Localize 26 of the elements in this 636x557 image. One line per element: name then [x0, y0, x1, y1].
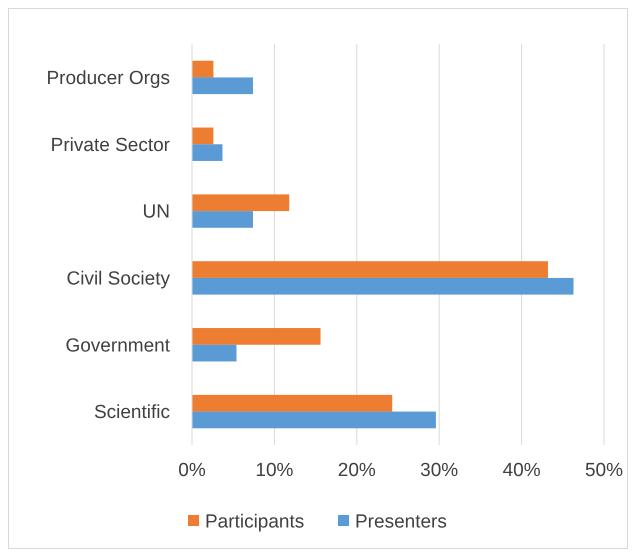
legend-label: Presenters [355, 512, 447, 533]
y-tick-label: Civil Society [66, 268, 170, 290]
bar [192, 394, 392, 412]
y-tick-label: Government [65, 335, 171, 356]
x-tick-label: 50% [584, 460, 624, 481]
y-tick-label: UN [142, 202, 170, 223]
bar [192, 344, 236, 362]
x-tick-label: 10% [255, 460, 294, 481]
bar [192, 60, 214, 78]
y-tick-label: Scientific [94, 402, 170, 424]
x-tick-label: 0% [178, 460, 206, 481]
bar [192, 328, 321, 345]
legend-label: Participants [205, 512, 304, 533]
x-tick-label: 40% [502, 460, 541, 481]
bar [192, 278, 574, 295]
bar [192, 144, 222, 161]
x-tick-label: 30% [420, 460, 458, 481]
bar [192, 211, 253, 228]
y-tick-label: Private Sector [50, 134, 171, 156]
bar [192, 261, 548, 278]
y-tick-label: Producer Orgs [46, 68, 170, 90]
bar [192, 128, 214, 144]
bar [192, 412, 436, 428]
bar [192, 77, 253, 94]
bar [192, 194, 290, 212]
x-tick-label: 20% [338, 460, 376, 481]
